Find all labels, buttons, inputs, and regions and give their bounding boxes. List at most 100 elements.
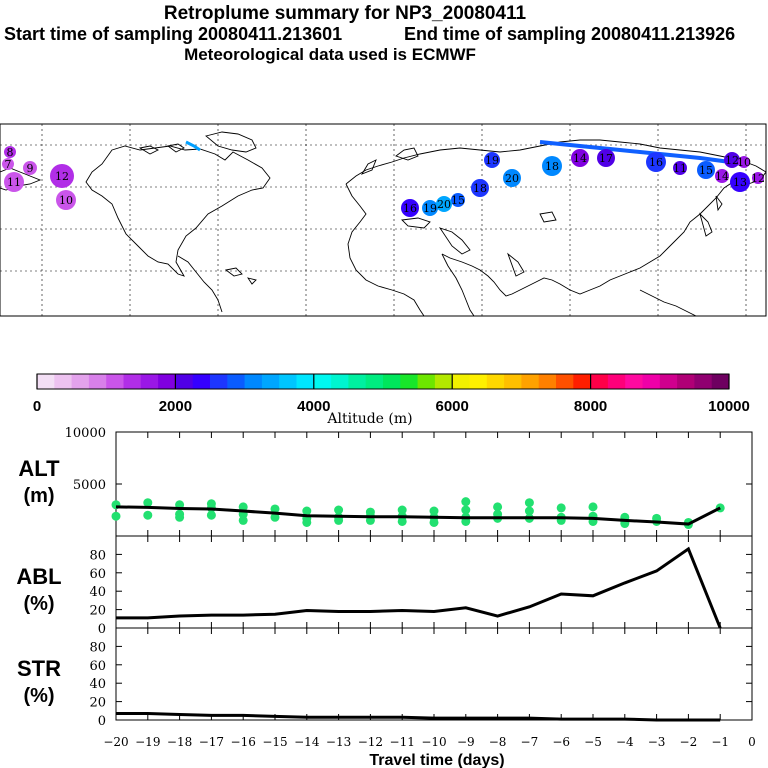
plume-point: 16 bbox=[401, 199, 419, 217]
y-tick-label: 20 bbox=[89, 696, 106, 711]
plume-point: 10 bbox=[737, 156, 751, 169]
plume-point: 10 bbox=[56, 190, 76, 210]
x-tick-label: −17 bbox=[199, 735, 224, 749]
colorbar-swatch bbox=[383, 374, 401, 389]
colorbar-swatch bbox=[261, 374, 280, 389]
plume-point: 20 bbox=[436, 196, 452, 212]
met-data-label: Meteorological data used is ECMWF bbox=[184, 45, 476, 64]
plume-point-label: 13 bbox=[733, 176, 747, 189]
plume-point-label: 11 bbox=[7, 176, 21, 189]
plume-point-circle bbox=[715, 169, 729, 183]
plume-point-label: 15 bbox=[451, 194, 465, 207]
plume-point: 14 bbox=[571, 149, 589, 167]
alt-scatter-point bbox=[270, 512, 280, 522]
x-tick-label: −20 bbox=[103, 735, 128, 749]
plume-point: 20 bbox=[503, 169, 521, 187]
plume-point: 12 bbox=[724, 152, 740, 168]
plume-point-circle bbox=[730, 172, 750, 192]
series-line bbox=[116, 712, 721, 722]
arabia-outline bbox=[438, 227, 471, 255]
x-tick-label: −7 bbox=[521, 735, 539, 749]
y-tick-label: 80 bbox=[89, 548, 106, 563]
plume-point-label: 12 bbox=[55, 170, 69, 183]
colorbar-swatch bbox=[677, 374, 695, 389]
panel-label: STR bbox=[17, 656, 61, 681]
plume-point-circle bbox=[422, 200, 438, 216]
plume-track bbox=[185, 140, 731, 164]
x-tick-label: −1 bbox=[711, 735, 729, 749]
plume-point: 18 bbox=[542, 156, 562, 176]
panel-alt: ALT (m) 5000 10000 bbox=[18, 426, 753, 537]
colorbar-swatch bbox=[417, 374, 436, 389]
panel-label: ABL bbox=[16, 564, 61, 589]
arctic-islands-outline bbox=[138, 143, 185, 155]
coastlines bbox=[0, 131, 767, 317]
panel-unit: (%) bbox=[23, 593, 54, 615]
colorbar-tick-label: 0 bbox=[33, 398, 41, 415]
colorbar-swatch bbox=[538, 374, 557, 389]
alt-scatter-point bbox=[334, 505, 344, 515]
plume-point: 13 bbox=[730, 172, 750, 192]
plume-point-circle bbox=[436, 196, 452, 212]
timeseries-panels: ALT (m) 5000 10000 ABL (%) 0 20 40 60 80 STR (%) 0 20 4… bbox=[16, 426, 755, 768]
plume-point-circle bbox=[503, 169, 521, 187]
plume-point-circle bbox=[4, 172, 24, 192]
plume-point: 18 bbox=[471, 179, 489, 197]
plume-point: 15 bbox=[451, 193, 465, 207]
plume-point-label: 11 bbox=[673, 162, 687, 175]
colorbar-tick-label: 4000 bbox=[297, 398, 330, 415]
plume-point: 15 bbox=[697, 161, 715, 179]
x-tick-label: −10 bbox=[421, 735, 446, 749]
colorbar-swatch bbox=[469, 374, 488, 389]
y-tick-label: 40 bbox=[89, 677, 106, 692]
plume-track-line bbox=[185, 140, 201, 152]
alt-scatter-point bbox=[238, 515, 248, 525]
japan-outline bbox=[699, 195, 723, 237]
colorbar-swatch bbox=[227, 374, 245, 389]
colorbar-swatch bbox=[486, 374, 505, 389]
plume-point-circle bbox=[752, 172, 764, 184]
colorbar-swatch bbox=[642, 374, 661, 389]
panel-unit: (m) bbox=[23, 485, 54, 507]
plume-point-label: 19 bbox=[485, 154, 499, 167]
colorbar-swatch bbox=[365, 374, 384, 389]
plume-point: 12 bbox=[751, 172, 765, 185]
x-tick-label: −14 bbox=[294, 735, 320, 749]
alt-scatter-point bbox=[429, 517, 439, 527]
plume-point-label: 20 bbox=[437, 198, 451, 211]
alt-scatter-point bbox=[143, 510, 153, 520]
plume-point: 11 bbox=[4, 172, 24, 192]
alt-scatter-point bbox=[143, 498, 153, 508]
colorbar-swatch bbox=[88, 374, 107, 389]
plume-point-circle bbox=[597, 149, 615, 167]
y-tick-label: 80 bbox=[89, 640, 106, 655]
plume-point: 11 bbox=[673, 161, 687, 175]
british-isles-outline bbox=[360, 159, 377, 175]
series-line bbox=[116, 546, 722, 629]
plume-point-circle bbox=[646, 152, 666, 172]
colorbar-swatch bbox=[244, 374, 263, 389]
plume-point-circle bbox=[571, 149, 589, 167]
x-tick-label: −9 bbox=[457, 735, 475, 749]
plume-point: 14 bbox=[715, 169, 729, 183]
panel-label: ALT bbox=[18, 456, 60, 481]
plume-point-circle bbox=[542, 156, 562, 176]
plume-point-circle bbox=[724, 152, 740, 168]
plume-point-circle bbox=[23, 161, 37, 175]
colorbar-swatch bbox=[625, 374, 643, 389]
plume-point-label: 14 bbox=[573, 152, 587, 165]
x-tick-label: −15 bbox=[262, 735, 287, 749]
colorbar-title: Altitude (m) bbox=[326, 411, 412, 427]
y-tick-label: 60 bbox=[89, 659, 106, 674]
chart-title: Retroplume summary for NP3_20080411 bbox=[163, 3, 527, 24]
plume-point-label: 9 bbox=[27, 162, 34, 175]
x-tick-label: −8 bbox=[489, 735, 507, 749]
colorbar-swatch bbox=[192, 374, 211, 389]
plume-point-circle bbox=[484, 152, 500, 168]
alt-scatter-point bbox=[270, 504, 280, 514]
colorbar-swatch bbox=[296, 374, 315, 389]
central-america-outline bbox=[177, 255, 223, 313]
plume-point: 7 bbox=[2, 158, 14, 171]
alt-scatter-point bbox=[111, 511, 121, 521]
colorbar-swatch bbox=[521, 374, 540, 389]
